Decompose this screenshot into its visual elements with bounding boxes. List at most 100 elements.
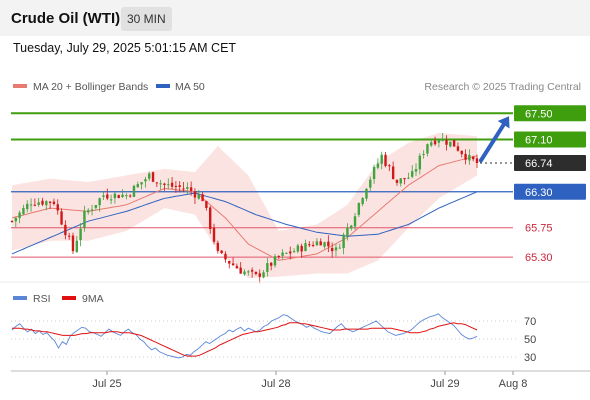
rsi-legend-swatch: [13, 296, 27, 300]
candle-body: [220, 250, 223, 254]
candle-body: [125, 195, 128, 197]
candle-body: [136, 184, 139, 188]
candle-body: [445, 140, 448, 145]
candle-body: [289, 251, 292, 254]
candle-body: [231, 263, 235, 266]
candle-body: [460, 150, 463, 155]
resistance-2-label: 67.50: [525, 108, 553, 120]
candle-body: [285, 252, 288, 254]
candle-body: [228, 261, 231, 264]
candle-body: [365, 188, 368, 199]
candle-body: [79, 228, 82, 240]
candle-body: [372, 166, 376, 180]
time-tick-label: Jul 29: [430, 378, 459, 390]
resistance-2-label-box: [514, 105, 586, 122]
candle-body: [128, 195, 132, 197]
candle-body: [254, 271, 258, 274]
rsi-legend-label: RSI: [33, 293, 51, 305]
candle-body: [106, 194, 109, 199]
candle-body: [391, 166, 395, 180]
candle-body: [189, 187, 193, 191]
candle-body: [159, 183, 162, 185]
candle-body: [29, 204, 33, 206]
candle-body: [300, 245, 303, 252]
candle-body: [14, 217, 18, 222]
candle-body: [250, 269, 254, 272]
candle-body: [342, 234, 345, 249]
support-2-label: 65.30: [525, 252, 553, 264]
candle-body: [132, 185, 136, 197]
candle-body: [323, 242, 326, 247]
candle-body: [167, 184, 170, 186]
ma20-line: [11, 155, 478, 261]
candle-body: [18, 212, 21, 219]
rsi-tick-label-50: 50: [524, 334, 536, 346]
candle-body: [395, 179, 399, 183]
bollinger-band-area: [12, 132, 477, 279]
candle-body: [235, 266, 239, 269]
timeframe-button[interactable]: 30 MIN: [121, 7, 172, 31]
candle-body: [113, 193, 117, 199]
candle-body: [87, 210, 90, 213]
candle-body: [281, 252, 284, 256]
candle-body: [83, 210, 86, 228]
candle-body: [41, 200, 44, 205]
candle-body: [212, 227, 216, 242]
candle-body: [369, 179, 372, 188]
ma50-line: [11, 191, 478, 255]
candle-body: [388, 165, 391, 167]
candle-body: [273, 256, 277, 266]
candle-body: [102, 195, 105, 197]
candle-body: [384, 154, 387, 166]
candle-body: [170, 182, 174, 187]
candle-body: [308, 244, 311, 246]
candle-body: [357, 202, 361, 215]
time-tick-label: Aug 8: [499, 378, 528, 390]
candle-body: [311, 245, 315, 247]
candle-body: [163, 183, 166, 185]
time-tick-label: Jul 28: [261, 378, 290, 390]
candle-body: [205, 201, 208, 208]
candle-body: [433, 140, 437, 145]
candle-body: [243, 271, 246, 275]
candle-body: [437, 140, 441, 143]
candle-body: [441, 138, 444, 141]
candle-body: [33, 204, 37, 206]
candle-body: [224, 253, 227, 260]
candle-body: [197, 194, 200, 199]
chart-header: Crude Oil (WTI) 30 MIN: [0, 0, 590, 36]
candle-body: [216, 242, 220, 251]
candle-body: [296, 245, 300, 252]
candle-body: [60, 211, 63, 225]
candle-body: [319, 241, 322, 246]
candle-body: [350, 225, 353, 229]
candle-body: [94, 205, 98, 208]
candle-body: [327, 241, 330, 247]
candle-body: [52, 201, 56, 204]
current-price-label-box: [514, 155, 586, 171]
candle-body: [26, 203, 29, 210]
candle-body: [71, 235, 75, 252]
candle-body: [144, 179, 147, 182]
resistance-1-label-box: [514, 131, 586, 148]
support-1-label: 65.75: [525, 223, 553, 235]
instrument-title: Crude Oil (WTI): [11, 10, 121, 27]
timestamp: Tuesday, July 29, 2025 5:01:15 AM CET: [13, 41, 237, 55]
data-source-label: Research © 2025 Trading Central: [424, 81, 581, 93]
candle-body: [346, 227, 349, 236]
candle-body: [468, 154, 471, 161]
candle-body: [422, 153, 425, 155]
candle-body: [64, 224, 67, 236]
time-axis: Jul 25 Jul 28 Jul 29 Aug 8: [11, 370, 590, 390]
candle-body: [266, 263, 269, 272]
candle-body: [22, 207, 25, 214]
candle-body: [247, 271, 250, 273]
candle-body: [117, 195, 120, 199]
rsi-legend: RSI 9MA: [13, 293, 104, 305]
current-price-label: 66.74: [525, 158, 553, 170]
time-tick-label: Jul 25: [92, 378, 121, 390]
candle-body: [45, 201, 48, 206]
candle-body: [193, 191, 197, 198]
rsi-ma-legend-label: 9MA: [82, 293, 104, 305]
candle-body: [90, 209, 94, 211]
